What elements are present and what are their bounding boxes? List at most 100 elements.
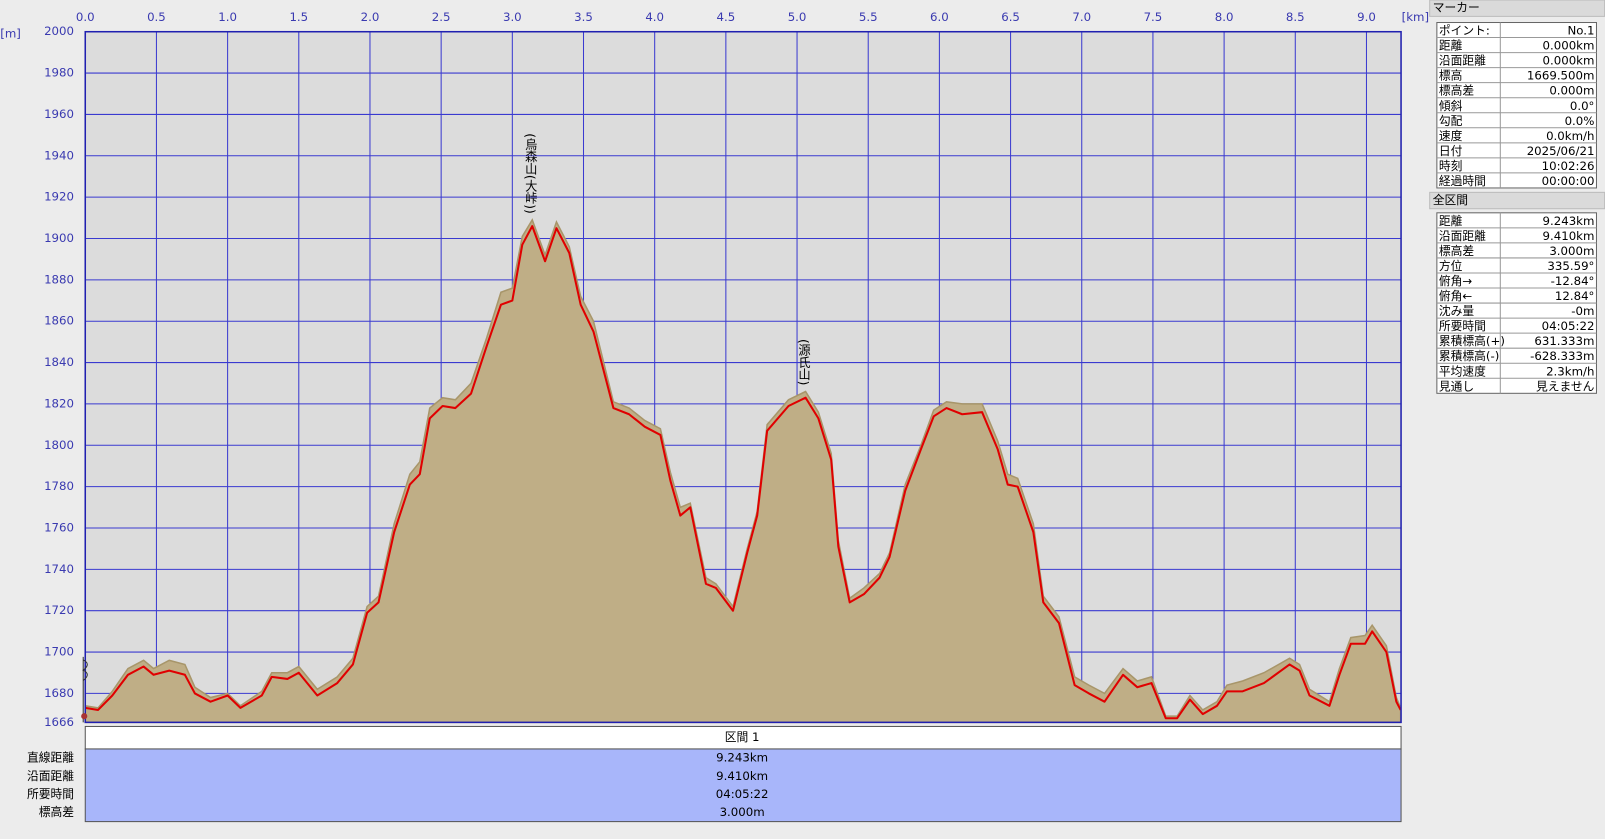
table-value-cell [84, 748, 1402, 823]
x-tick-label: 4.5 [717, 10, 736, 24]
x-tick-label: 9.0 [1357, 10, 1376, 24]
panel-value: 見えません [1536, 379, 1595, 393]
panel-key: 見通し [1439, 379, 1474, 393]
row-value: 3.000m [720, 805, 765, 819]
panel-value: 04:05:22 [1542, 319, 1595, 333]
panel-value: 0.0° [1570, 99, 1595, 113]
peak-annotation: (烏森山(大峠)) [523, 133, 537, 214]
y-tick-label: 1760 [44, 520, 74, 534]
panel-value: -12.84° [1551, 274, 1595, 288]
row-label: 所要時間 [27, 787, 74, 801]
peak-annotation: (源氏山) [797, 339, 811, 385]
y-tick-label: 2000 [44, 24, 74, 38]
panel-key: 経過時間 [1439, 174, 1486, 188]
panel-value: 10:02:26 [1542, 159, 1595, 173]
info-panel: マーカー 全区間 ポイント: No.1 距離 0.000km 沿面距離 0.000km 標高… [1429, 0, 1605, 839]
y-tick-label: 1860 [44, 314, 74, 328]
panel-key: 沿面距離 [1439, 54, 1486, 68]
panel-value: 0.0km/h [1546, 129, 1594, 143]
panel-value: 2.3km/h [1546, 364, 1594, 378]
panel-value: 2025/06/21 [1527, 144, 1595, 158]
panel-key: 俯角→ [1439, 274, 1472, 288]
panel-key: ポイント: [1439, 24, 1490, 38]
y-unit: [m] [0, 26, 21, 40]
x-tick-label: 3.5 [574, 10, 593, 24]
y-tick-label: 1880 [44, 272, 74, 286]
row-value: 04:05:22 [716, 787, 769, 801]
panel-key: 時刻 [1439, 159, 1462, 173]
terrain-area [84, 218, 1402, 724]
x-tick-label: 0.0 [76, 10, 95, 24]
row-value: 9.243km [716, 751, 768, 765]
panel-key: 日付 [1439, 144, 1463, 158]
track-line [85, 225, 1402, 720]
plot-border [84, 30, 1402, 724]
y-tick-label: 1980 [44, 66, 74, 80]
panel-key: 速度 [1439, 129, 1463, 143]
panel-value: 0.000m [1549, 84, 1594, 98]
panel-value: 335.59° [1547, 259, 1594, 273]
x-tick-label: 7.5 [1144, 10, 1163, 24]
x-tick-label: 1.0 [218, 10, 237, 24]
y-tick-label: 1940 [44, 148, 74, 162]
panel-value: 1669.500m [1527, 69, 1595, 83]
y-tick-label: 1720 [44, 603, 74, 617]
row-label: 直線距離 [27, 751, 74, 765]
y-tick-label: 1780 [44, 479, 74, 493]
y-tick-label: 1680 [44, 686, 74, 700]
x-tick-label: 2.0 [361, 10, 380, 24]
x-tick-label: 8.0 [1215, 10, 1234, 24]
panel-key: 所要時間 [1439, 319, 1486, 333]
y-tick-label: 1800 [44, 438, 74, 452]
panel-value: 9.410km [1543, 229, 1595, 243]
row-label: 沿面距離 [27, 769, 74, 783]
panel-value: -0m [1571, 304, 1594, 318]
panel-key: 勾配 [1439, 114, 1463, 128]
y-tick-label: 1840 [44, 355, 74, 369]
panel-value: No.1 [1567, 24, 1594, 38]
y-tick-label: 1920 [44, 190, 74, 204]
x-tick-label: 7.0 [1072, 10, 1091, 24]
x-tick-label: 5.0 [788, 10, 807, 24]
panel-key: 平均速度 [1439, 364, 1486, 378]
peak-label: (源氏山) [797, 339, 811, 385]
x-tick-label: 5.5 [859, 10, 878, 24]
panel-title: マーカー [1433, 1, 1480, 15]
panel-key: 沿面距離 [1439, 229, 1486, 243]
x-unit: [km] [1402, 10, 1429, 24]
y-tick-label: 1820 [44, 396, 74, 410]
panel-table [1436, 21, 1597, 189]
panel-value: 00:00:00 [1542, 174, 1595, 188]
y-tick-label: 1960 [44, 107, 74, 121]
x-tick-label: 2.5 [432, 10, 451, 24]
x-tick-label: 6.5 [1001, 10, 1020, 24]
panel-key: 累積標高(+) [1439, 334, 1505, 348]
panel-key: 距離 [1439, 214, 1463, 228]
marks [84, 218, 1402, 724]
panel-value: 9.243km [1543, 214, 1595, 228]
row-value: 9.410km [716, 769, 768, 783]
x-tick-label: 1.5 [289, 10, 308, 24]
x-tick-label: 0.5 [147, 10, 166, 24]
panel-value: 0.0% [1565, 114, 1595, 128]
panel-title: 全区間 [1433, 193, 1468, 207]
panel-key: 標高 [1439, 69, 1462, 83]
panel-value: 631.333m [1534, 334, 1594, 348]
panel-value: 0.000km [1543, 54, 1595, 68]
panel-value: 12.84° [1555, 289, 1595, 303]
row-label: 標高差 [39, 805, 74, 819]
y-tick-label: 1740 [44, 562, 74, 576]
panel-value: 3.000m [1549, 244, 1594, 258]
panel-key: 沈み量 [1439, 304, 1475, 318]
table-header: 区間 1 [725, 730, 760, 744]
y-tick-label: 1900 [44, 231, 74, 245]
panel-key: 傾斜 [1439, 99, 1463, 113]
panel-key: 標高差 [1439, 244, 1475, 258]
x-tick-label: 4.0 [645, 10, 664, 24]
peak-label: (烏森山(大峠)) [523, 133, 537, 214]
x-tick-label: 8.5 [1286, 10, 1305, 24]
panel-value: 0.000km [1543, 39, 1595, 53]
y-tick-label: 1666 [44, 715, 74, 729]
